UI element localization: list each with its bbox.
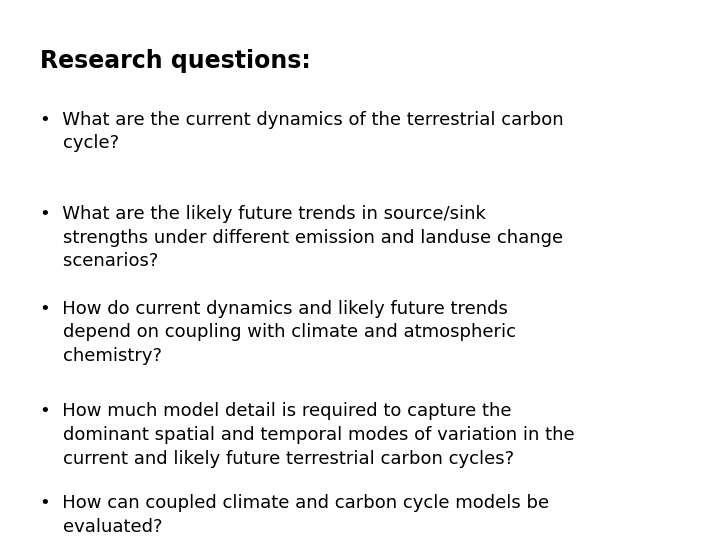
- Text: Research questions:: Research questions:: [40, 49, 310, 72]
- Text: •  What are the likely future trends in source/sink
    strengths under differen: • What are the likely future trends in s…: [40, 205, 563, 271]
- Text: •  What are the current dynamics of the terrestrial carbon
    cycle?: • What are the current dynamics of the t…: [40, 111, 563, 152]
- Text: •  How can coupled climate and carbon cycle models be
    evaluated?: • How can coupled climate and carbon cyc…: [40, 494, 549, 536]
- Text: •  How much model detail is required to capture the
    dominant spatial and tem: • How much model detail is required to c…: [40, 402, 575, 468]
- Text: •  How do current dynamics and likely future trends
    depend on coupling with : • How do current dynamics and likely fut…: [40, 300, 516, 365]
